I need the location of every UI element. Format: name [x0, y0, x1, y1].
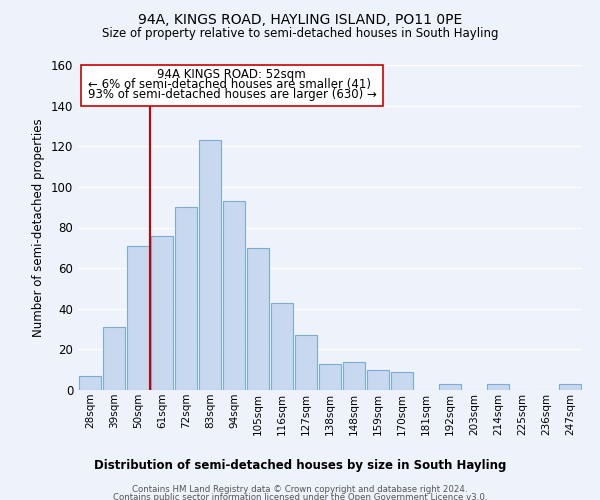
Bar	[79, 376, 101, 390]
Bar	[151, 236, 173, 390]
Bar	[319, 364, 341, 390]
Bar	[367, 370, 389, 390]
Bar	[439, 384, 461, 390]
Bar	[223, 201, 245, 390]
Bar	[343, 362, 365, 390]
Bar	[271, 302, 293, 390]
Text: 93% of semi-detached houses are larger (630) →: 93% of semi-detached houses are larger (…	[88, 88, 377, 102]
Text: ← 6% of semi-detached houses are smaller (41): ← 6% of semi-detached houses are smaller…	[88, 78, 371, 91]
Bar	[175, 207, 197, 390]
FancyBboxPatch shape	[80, 65, 383, 106]
Bar	[295, 335, 317, 390]
Bar	[559, 384, 581, 390]
Y-axis label: Number of semi-detached properties: Number of semi-detached properties	[32, 118, 45, 337]
Bar	[487, 384, 509, 390]
Text: Contains public sector information licensed under the Open Government Licence v3: Contains public sector information licen…	[113, 493, 487, 500]
Text: Contains HM Land Registry data © Crown copyright and database right 2024.: Contains HM Land Registry data © Crown c…	[132, 485, 468, 494]
Bar	[103, 327, 125, 390]
Bar	[127, 246, 149, 390]
Text: 94A KINGS ROAD: 52sqm: 94A KINGS ROAD: 52sqm	[157, 68, 306, 81]
Text: Distribution of semi-detached houses by size in South Hayling: Distribution of semi-detached houses by …	[94, 460, 506, 472]
Bar	[199, 140, 221, 390]
Text: 94A, KINGS ROAD, HAYLING ISLAND, PO11 0PE: 94A, KINGS ROAD, HAYLING ISLAND, PO11 0P…	[138, 12, 462, 26]
Bar	[391, 372, 413, 390]
Text: Size of property relative to semi-detached houses in South Hayling: Size of property relative to semi-detach…	[102, 28, 498, 40]
Bar	[247, 248, 269, 390]
